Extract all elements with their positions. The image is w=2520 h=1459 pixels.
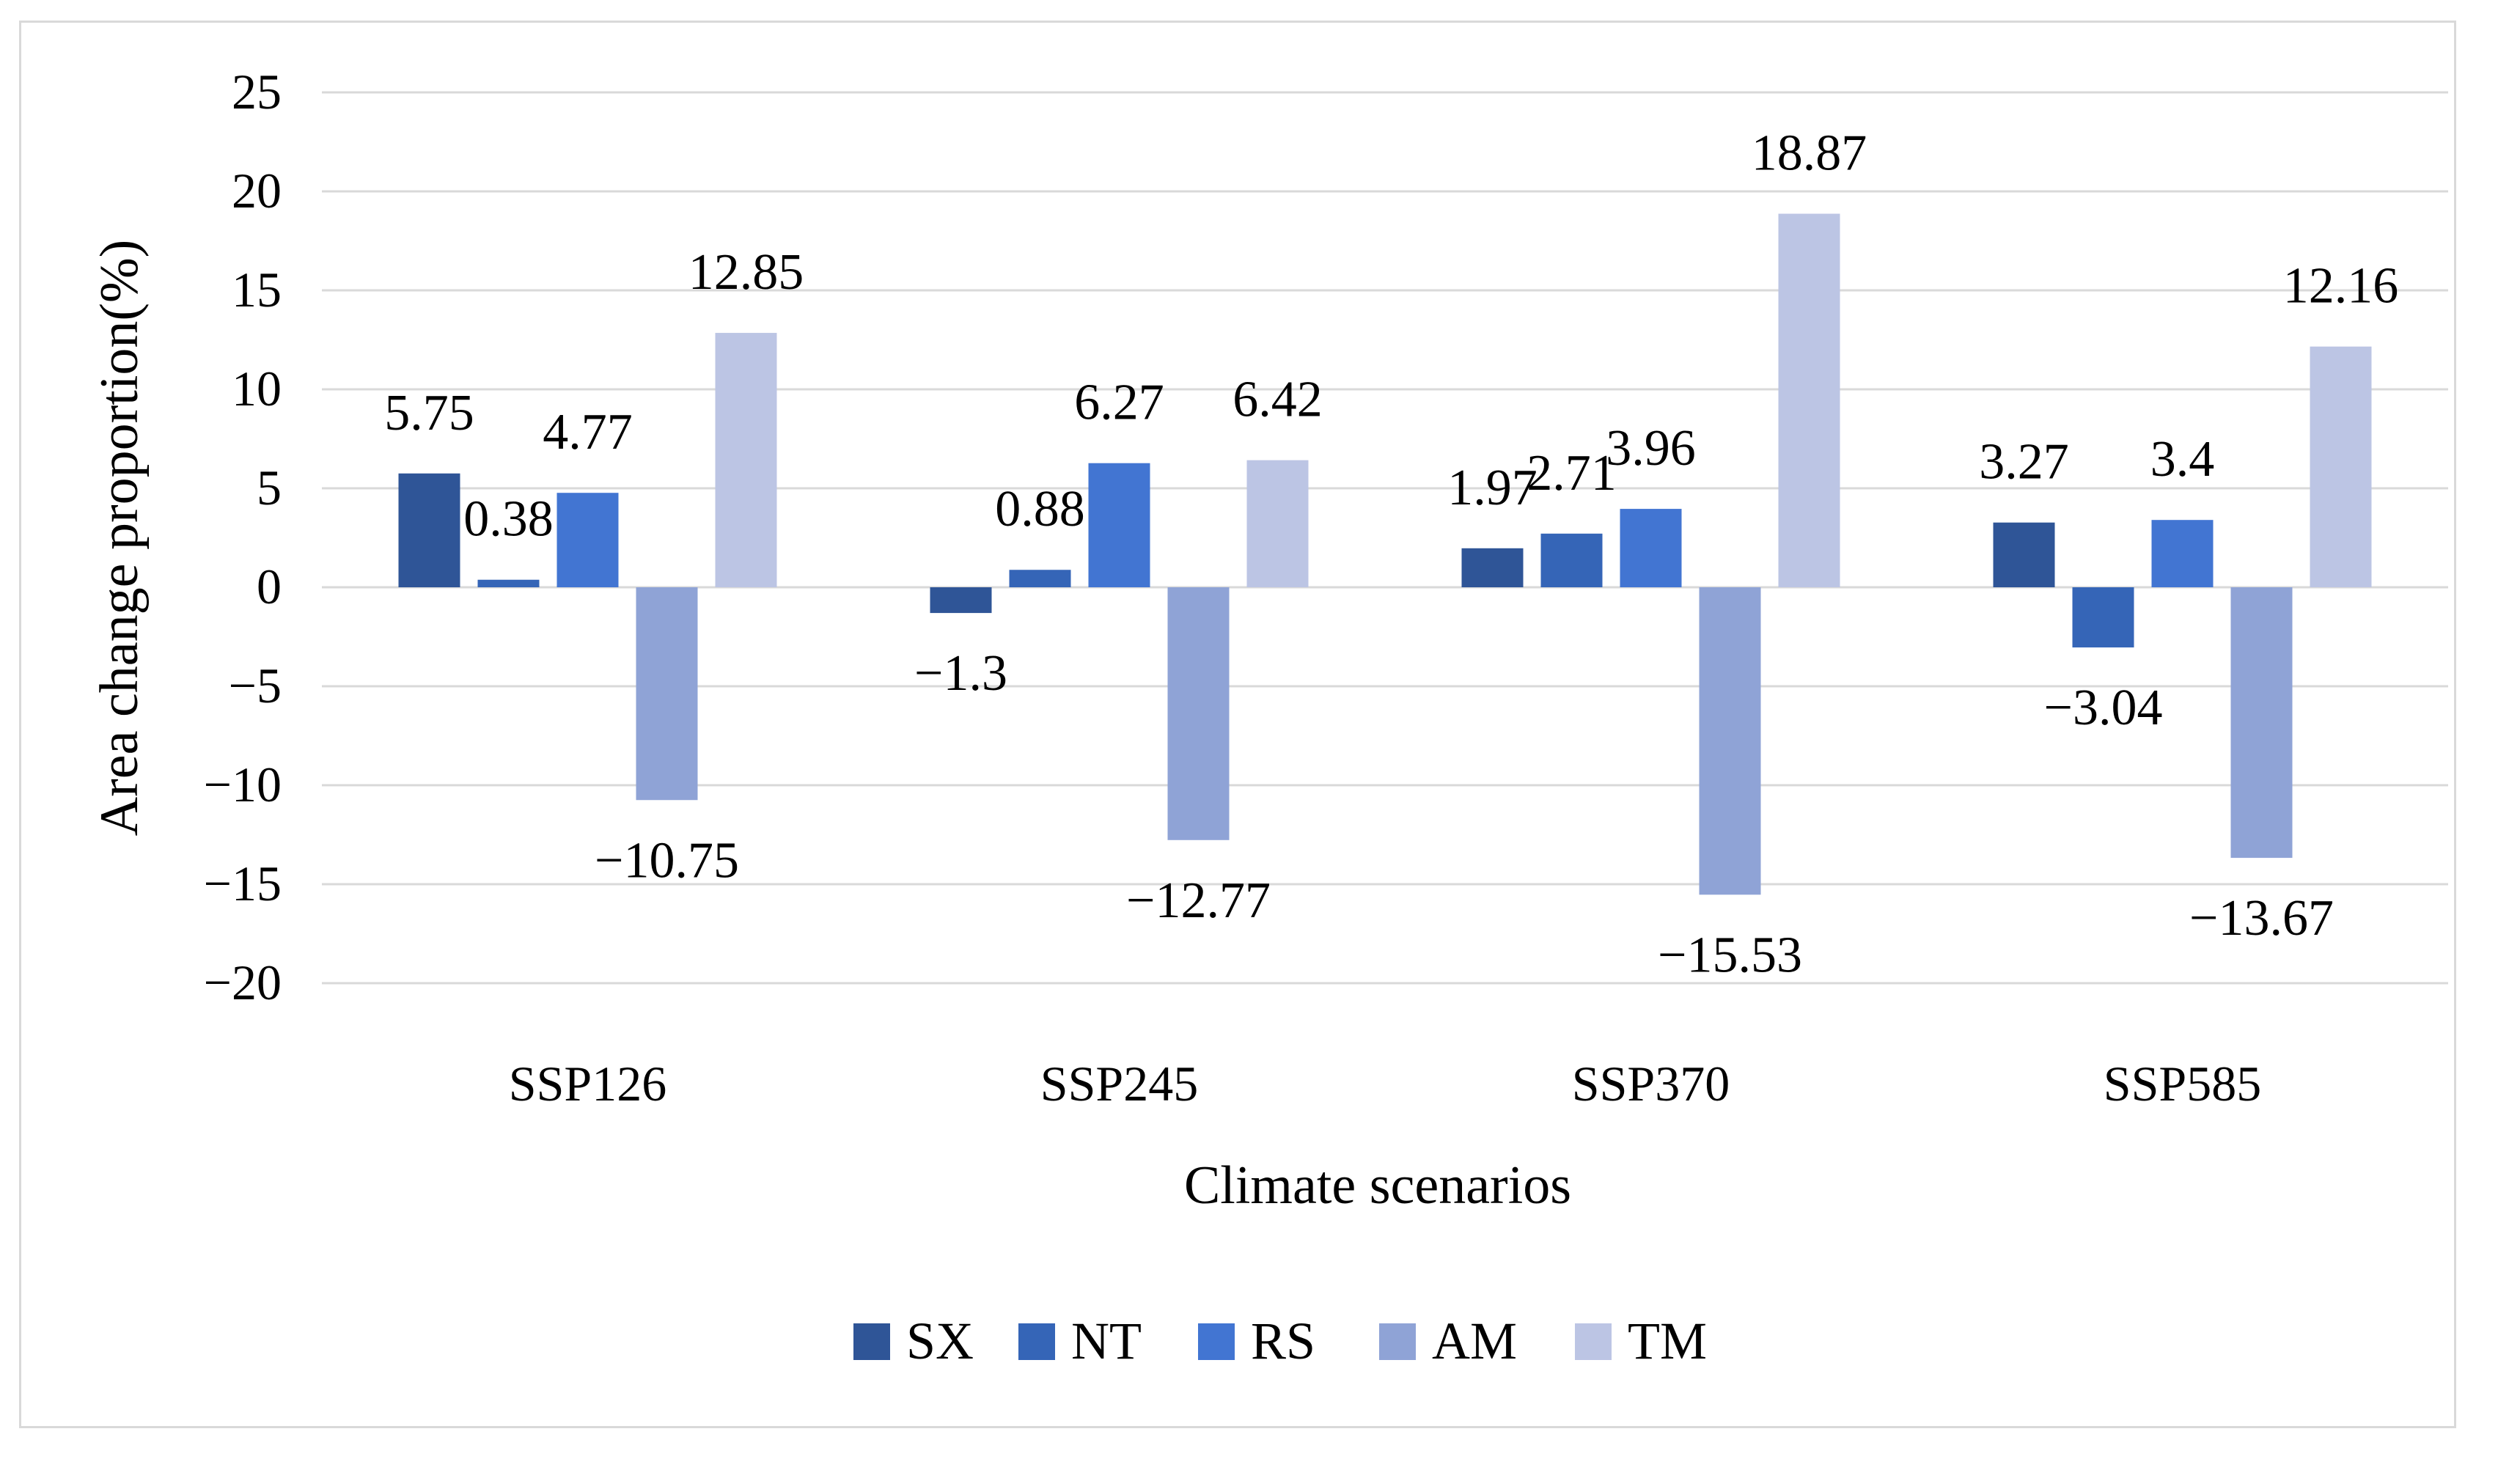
bars — [398, 213, 2372, 895]
data-label: −15.53 — [1658, 927, 1802, 983]
bar-rs — [1088, 463, 1150, 587]
bar-nt — [2072, 587, 2134, 648]
bar-am — [2230, 587, 2293, 859]
data-label: 1.97 — [1447, 460, 1538, 516]
data-label: 0.88 — [995, 481, 1085, 537]
data-label: 4.77 — [543, 404, 633, 460]
bar-nt — [477, 579, 540, 587]
bar-chart: 5.75 0.38 4.77 −10.75 12.85 −1.3 0.88 6.27 −12.7… — [89, 64, 2448, 1370]
bar-tm — [1246, 460, 1309, 587]
data-label: 18.87 — [1752, 125, 1867, 182]
bar-nt — [1540, 533, 1603, 587]
data-label: −1.3 — [914, 645, 1007, 702]
data-label: 2.71 — [1527, 445, 1617, 501]
bar-tm — [2310, 346, 2372, 587]
data-label: 5.75 — [384, 385, 474, 441]
x-tick-label: SSP585 — [2104, 1056, 2261, 1111]
y-tick-label: 5 — [257, 460, 282, 515]
legend-swatch-rs — [1198, 1323, 1235, 1360]
legend-label: RS — [1251, 1312, 1315, 1370]
y-tick-label: 15 — [232, 262, 282, 317]
x-tick-label: SSP370 — [1572, 1056, 1730, 1111]
x-axis-ticks: SSP126 SSP245 SSP370 SSP585 — [509, 1056, 2261, 1111]
y-tick-label: −10 — [204, 757, 282, 812]
bar-rs — [1620, 509, 1682, 587]
bar-sx — [1993, 522, 2055, 587]
y-tick-label: −20 — [204, 955, 282, 1010]
chart-frame: 5.75 0.38 4.77 −10.75 12.85 −1.3 0.88 6.27 −12.7… — [19, 21, 2456, 1428]
x-tick-label: SSP245 — [1040, 1056, 1198, 1111]
data-label: 12.85 — [688, 244, 804, 301]
data-label: 3.96 — [1606, 420, 1696, 477]
bar-rs — [556, 493, 619, 587]
legend-label: NT — [1071, 1312, 1142, 1370]
bar-sx — [1461, 548, 1524, 587]
bar-am — [636, 587, 698, 801]
bar-am — [1699, 587, 1761, 895]
bar-tm — [715, 333, 777, 587]
data-label: −10.75 — [595, 832, 739, 889]
data-label: 6.42 — [1233, 372, 1323, 428]
y-tick-label: 10 — [232, 361, 282, 416]
data-label: −13.67 — [2189, 890, 2334, 947]
data-label: −12.77 — [1126, 872, 1271, 929]
data-label: 6.27 — [1074, 375, 1164, 431]
legend-label: AM — [1432, 1312, 1517, 1370]
bar-rs — [2151, 520, 2214, 587]
y-tick-label: −5 — [229, 658, 282, 713]
y-tick-label: 0 — [257, 559, 282, 614]
legend-swatch-nt — [1018, 1323, 1055, 1360]
legend-swatch-am — [1379, 1323, 1416, 1360]
bar-am — [1167, 587, 1230, 840]
bar-nt — [1009, 570, 1071, 587]
y-tick-label: 25 — [232, 64, 282, 120]
data-label: 0.38 — [463, 491, 554, 548]
legend: SX NT RS AM TM — [853, 1312, 1707, 1370]
y-tick-label: 20 — [232, 163, 282, 218]
y-tick-label: −15 — [204, 856, 282, 911]
data-label: 3.4 — [2150, 431, 2215, 488]
legend-swatch-tm — [1575, 1323, 1612, 1360]
data-label: 3.27 — [1979, 434, 2069, 490]
legend-label: TM — [1628, 1312, 1707, 1370]
x-tick-label: SSP126 — [509, 1056, 666, 1111]
bar-sx — [930, 587, 992, 614]
y-axis-title: Area change proportion(%) — [89, 240, 150, 837]
x-axis-title: Climate scenarios — [1184, 1155, 1571, 1216]
legend-label: SX — [906, 1312, 974, 1370]
data-label: 12.16 — [2283, 258, 2399, 315]
bar-sx — [398, 473, 460, 587]
bar-tm — [1778, 213, 1840, 587]
data-labels: 5.75 0.38 4.77 −10.75 12.85 −1.3 0.88 6.27 −12.7… — [384, 125, 2398, 984]
y-axis-ticks: 25 20 15 10 5 0 −5 −10 −15 −20 — [204, 64, 282, 1010]
data-label: −3.04 — [2044, 680, 2163, 736]
legend-swatch-sx — [853, 1323, 890, 1360]
